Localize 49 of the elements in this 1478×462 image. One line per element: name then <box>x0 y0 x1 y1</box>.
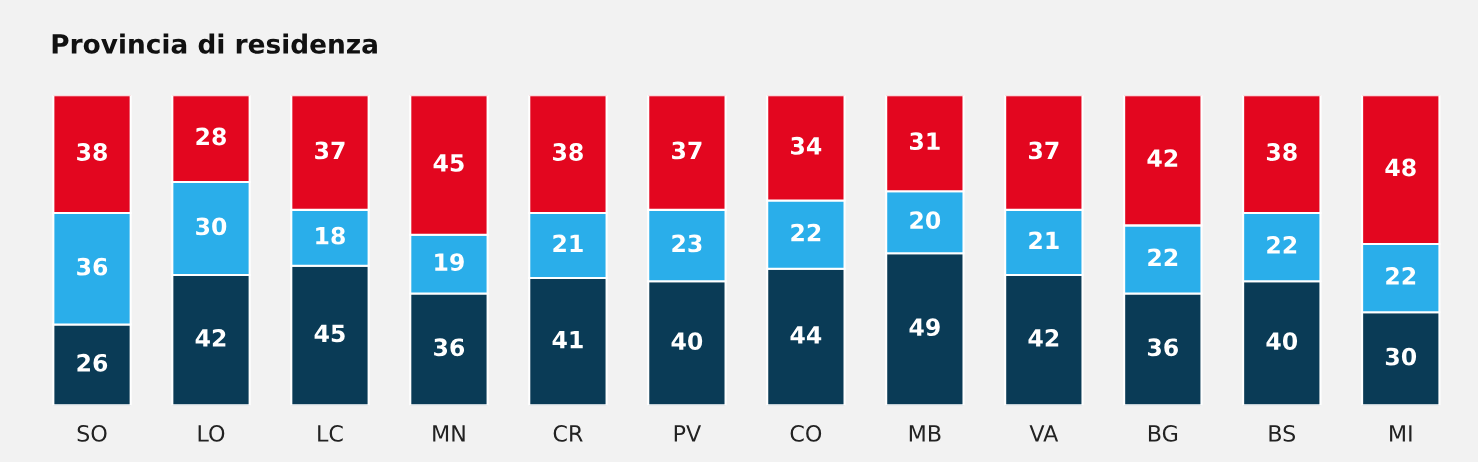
data-label: 41 <box>552 330 583 349</box>
data-label: 42 <box>1028 329 1059 347</box>
data-label: 34 <box>791 136 822 155</box>
data-label: 22 <box>1148 248 1178 266</box>
data-label: 36 <box>434 338 465 357</box>
data-label: 21 <box>553 234 583 253</box>
chart-title: Provincia di residenza <box>52 33 377 54</box>
data-label: 37 <box>1028 141 1059 160</box>
data-label: 42 <box>195 329 226 347</box>
data-label: 36 <box>1147 338 1178 357</box>
data-label: 19 <box>435 253 464 271</box>
data-label: 45 <box>433 154 464 172</box>
x-tick-label: MN <box>433 425 465 442</box>
x-tick-label: PV <box>674 425 702 442</box>
data-label: 49 <box>909 318 940 337</box>
data-label: 38 <box>77 143 107 161</box>
data-label: 28 <box>196 127 226 146</box>
data-label: 48 <box>1385 158 1416 177</box>
data-label: 38 <box>553 143 583 161</box>
data-label: 45 <box>314 324 345 343</box>
data-label: 44 <box>790 326 822 344</box>
x-tick-label: CO <box>790 425 822 442</box>
x-tick-label: MI <box>1390 425 1412 442</box>
data-label: 37 <box>672 141 702 160</box>
data-label: 30 <box>1385 347 1417 366</box>
data-label: 20 <box>910 211 941 230</box>
data-label: 22 <box>1267 236 1297 254</box>
x-tick-label: CR <box>553 425 583 442</box>
x-tick-label: LC <box>318 425 343 442</box>
data-label: 18 <box>316 226 345 245</box>
data-label: 22 <box>791 223 821 242</box>
data-label: 26 <box>77 353 108 372</box>
x-tick-label: VA <box>1029 425 1059 442</box>
data-label: 40 <box>671 332 703 351</box>
x-tick-label: MB <box>909 425 941 442</box>
data-label: 37 <box>315 141 345 160</box>
x-tick-label: SO <box>77 425 107 442</box>
x-tick-label: BG <box>1148 425 1178 442</box>
data-label: 21 <box>1029 231 1059 249</box>
data-label: 31 <box>910 132 940 151</box>
x-tick-label: BS <box>1269 425 1296 442</box>
data-label: 22 <box>1386 267 1416 285</box>
x-tick-label: LO <box>198 425 225 442</box>
data-label: 40 <box>1266 332 1298 351</box>
data-label: 30 <box>196 217 227 236</box>
data-label: 42 <box>1147 149 1178 167</box>
data-label: 23 <box>672 234 702 253</box>
data-label: 36 <box>77 257 108 276</box>
data-label: 38 <box>1266 143 1297 161</box>
